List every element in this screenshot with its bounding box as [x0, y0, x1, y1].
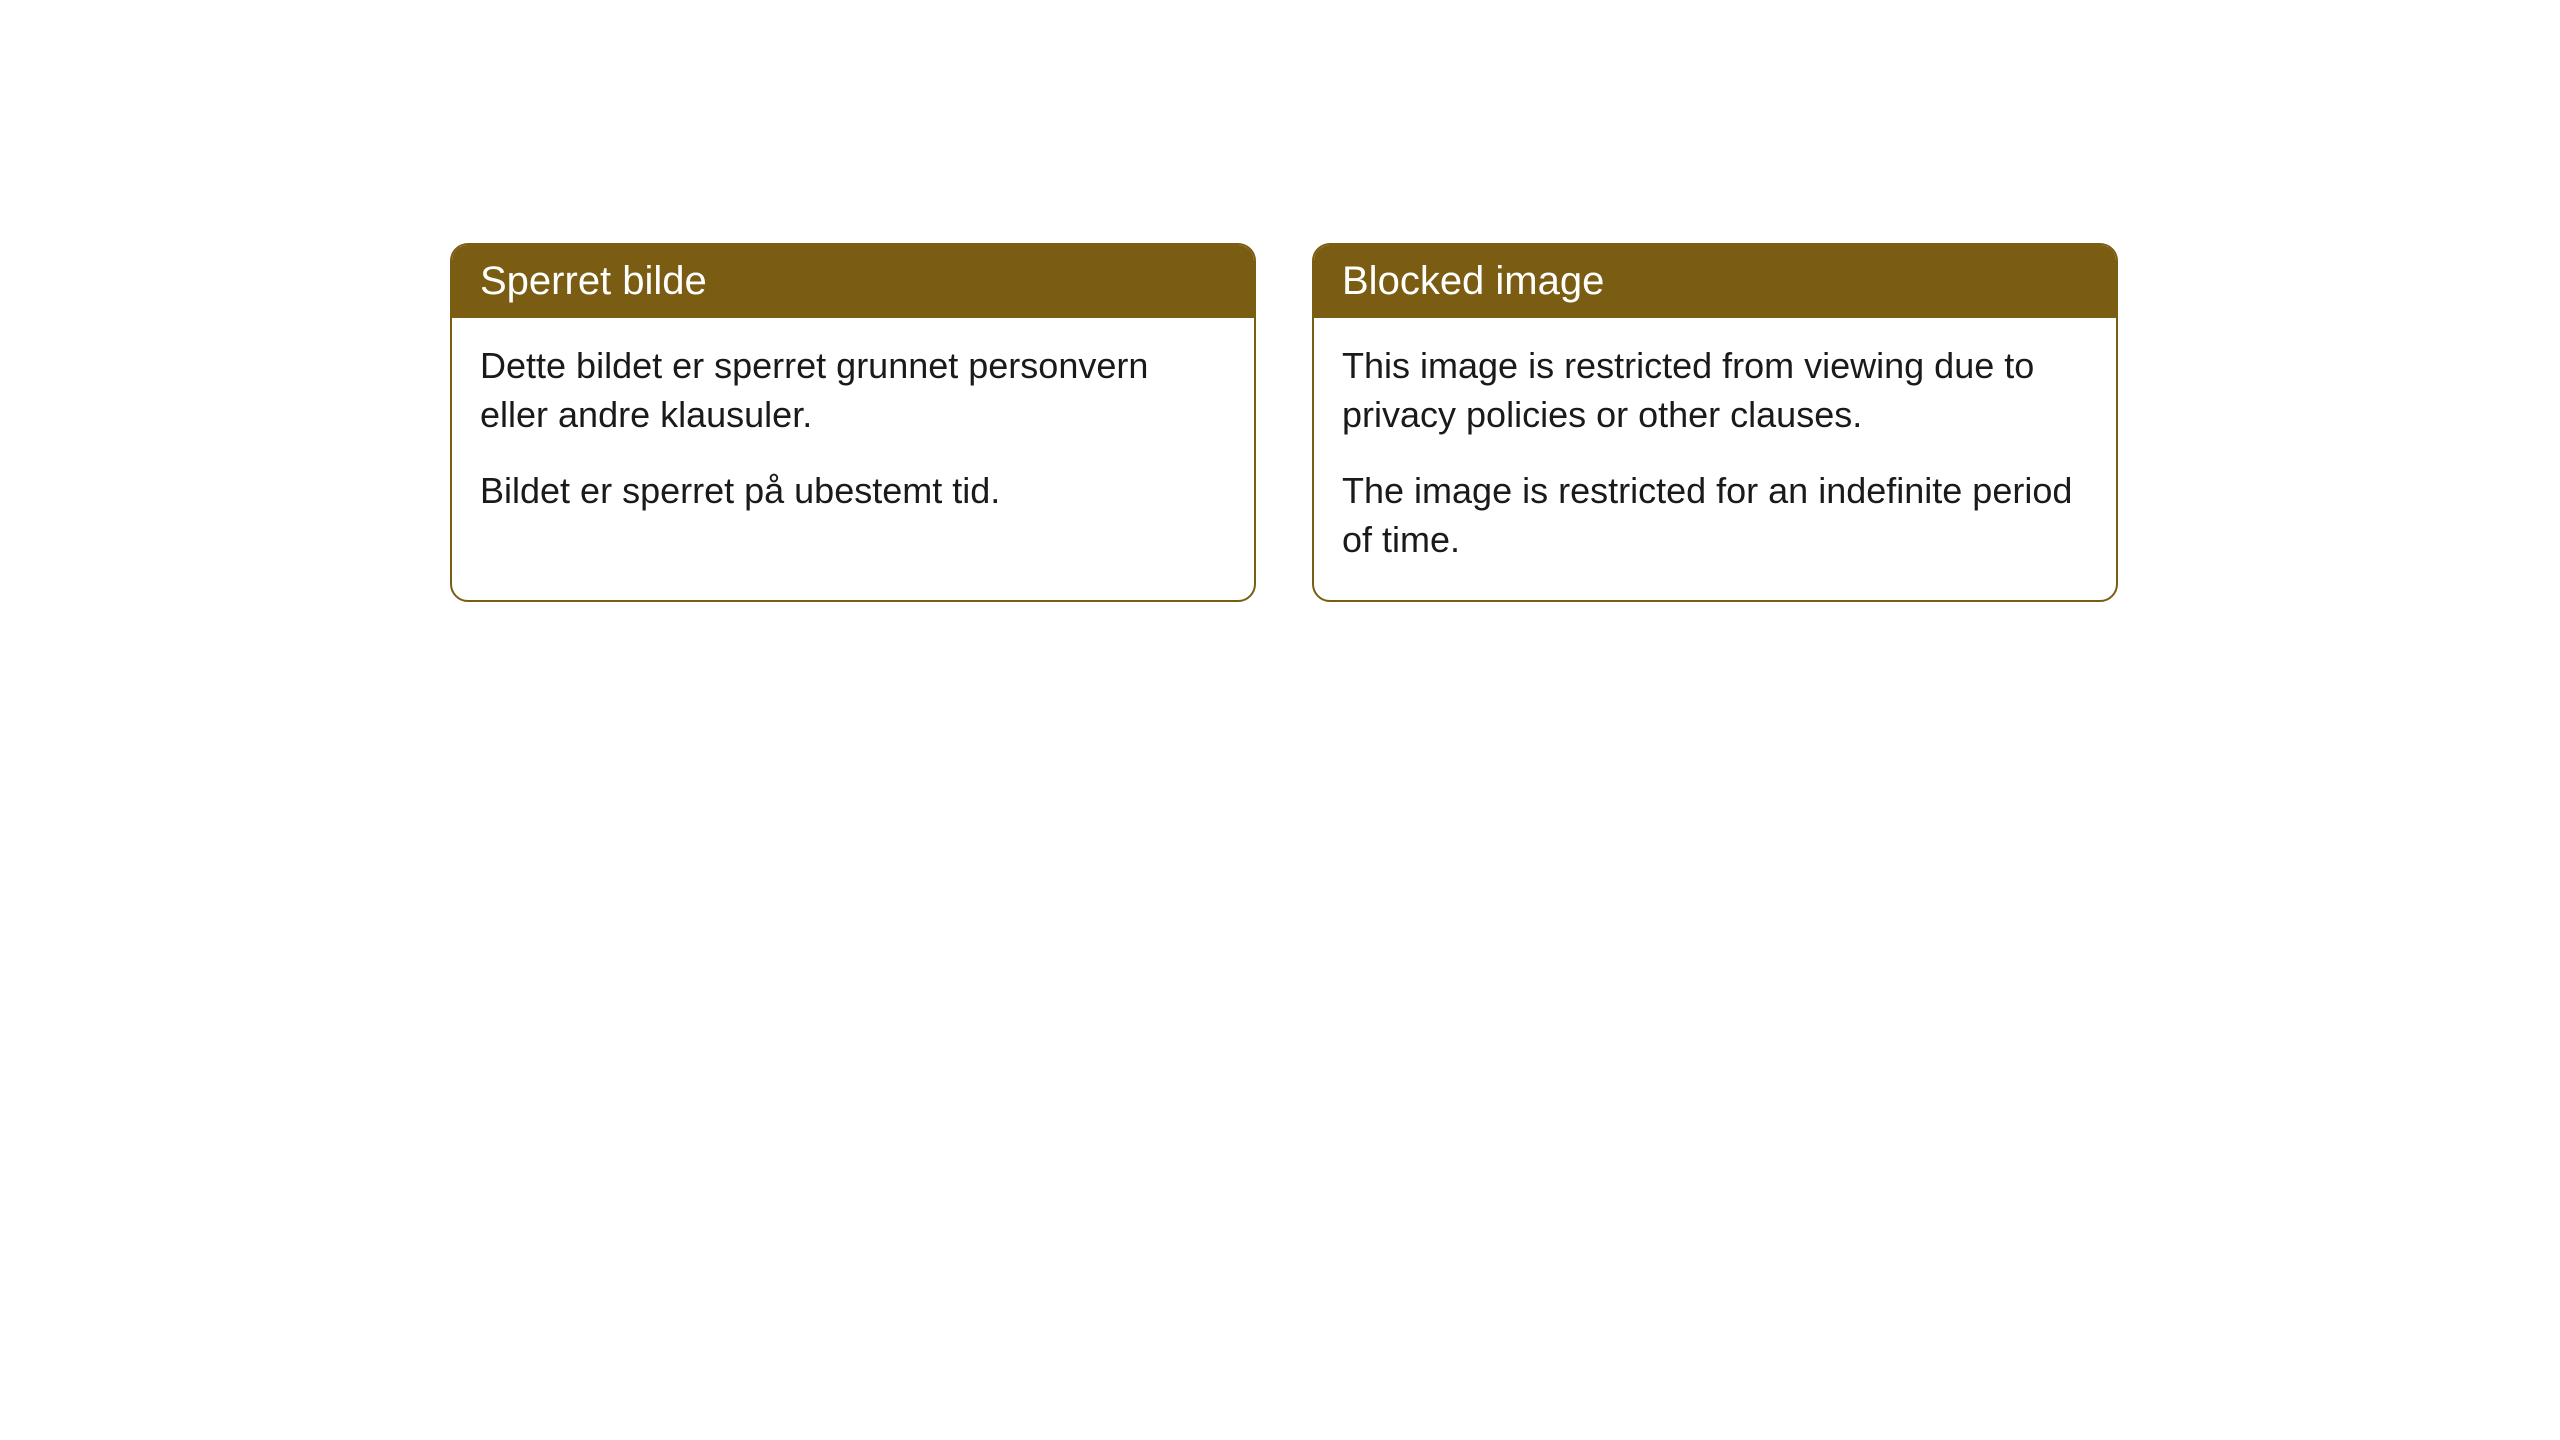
card-paragraph: This image is restricted from viewing du… — [1342, 342, 2088, 439]
card-body: This image is restricted from viewing du… — [1314, 318, 2116, 600]
card-header-title: Sperret bilde — [452, 245, 1254, 318]
card-paragraph: Bildet er sperret på ubestemt tid. — [480, 467, 1226, 516]
cards-container: Sperret bilde Dette bildet er sperret gr… — [450, 243, 2118, 602]
card-paragraph: The image is restricted for an indefinit… — [1342, 467, 2088, 564]
card-header-title: Blocked image — [1314, 245, 2116, 318]
card-body: Dette bildet er sperret grunnet personve… — [452, 318, 1254, 552]
card-paragraph: Dette bildet er sperret grunnet personve… — [480, 342, 1226, 439]
blocked-image-card-english: Blocked image This image is restricted f… — [1312, 243, 2118, 602]
blocked-image-card-norwegian: Sperret bilde Dette bildet er sperret gr… — [450, 243, 1256, 602]
